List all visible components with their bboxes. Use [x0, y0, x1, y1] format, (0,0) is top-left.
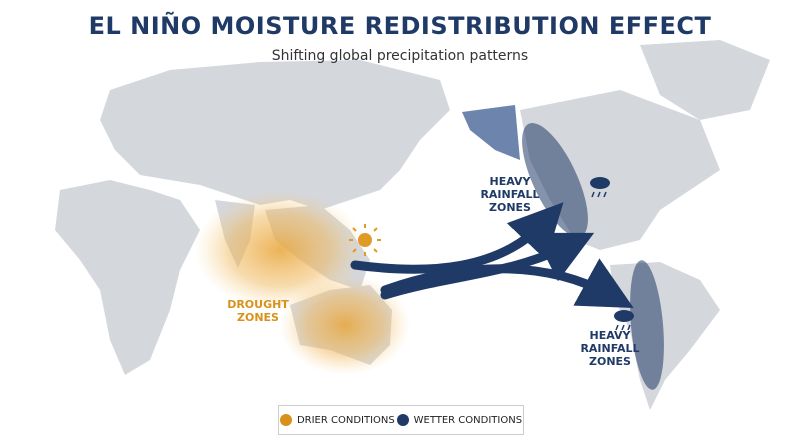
rain-icon: [614, 310, 634, 331]
annotation: HEAVY RAINFALL ZONES: [470, 175, 550, 214]
annotation-line: HEAVY: [589, 329, 631, 342]
legend-label: WETTER CONDITIONS: [413, 415, 523, 426]
legend-label: DRIER CONDITIONS: [296, 415, 395, 426]
legend-swatch: [279, 414, 292, 426]
annotation-line: ZONES: [237, 311, 279, 324]
alaska: [462, 105, 520, 160]
sun-icon: [349, 224, 381, 256]
annotation-line: RAINFALL: [580, 342, 640, 355]
annotation-line: HEAVY: [489, 175, 531, 188]
legend-item: WETTER CONDITIONS: [396, 414, 523, 426]
annotation-line: RAINFALL: [480, 188, 540, 201]
arrows: [350, 202, 634, 308]
annotation: HEAVY RAINFALL ZONES: [570, 329, 650, 368]
wet-zone: [630, 260, 664, 390]
wet-zone: [522, 123, 588, 237]
title: EL NIÑO MOISTURE REDISTRIBUTION EFFECT: [88, 12, 712, 40]
annotation: DROUGHT ZONES: [218, 298, 298, 324]
subtitle: Shifting global precipitation patterns: [271, 48, 529, 64]
annotation-line: DROUGHT: [227, 298, 289, 311]
annotation-line: ZONES: [489, 201, 531, 214]
legend: DRIER CONDITIONS WETTER CONDITIONS: [278, 405, 524, 435]
legend-item: DRIER CONDITIONS: [279, 414, 395, 426]
legend-swatch: [396, 414, 409, 426]
dry-zone: [280, 275, 410, 375]
annotation-line: ZONES: [589, 355, 631, 368]
rain-icon: [590, 177, 610, 198]
